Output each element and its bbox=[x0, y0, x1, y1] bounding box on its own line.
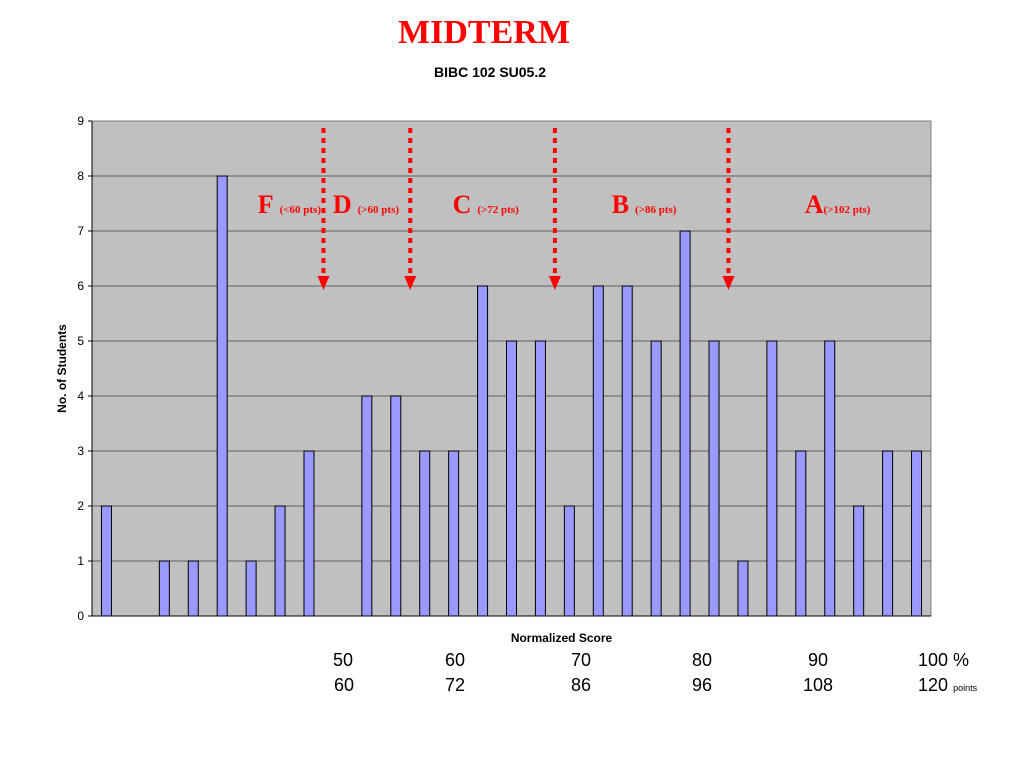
y-tick-label-8: 8 bbox=[77, 169, 84, 183]
percent-90: 90 bbox=[808, 650, 829, 670]
points-86: 86 bbox=[571, 675, 592, 695]
grade-letter-a: A bbox=[805, 190, 824, 219]
points-72: 72 bbox=[445, 675, 466, 695]
points-108: 108 bbox=[803, 675, 834, 695]
y-tick-label-6: 6 bbox=[77, 279, 84, 293]
bar-22 bbox=[708, 340, 720, 617]
cutoff-arrowhead-b bbox=[722, 276, 735, 290]
percent-50: 50 bbox=[333, 650, 354, 670]
grade-letter-c: C bbox=[453, 190, 472, 219]
bar-25 bbox=[795, 450, 807, 617]
grade-note-b: (>86 pts) bbox=[635, 204, 677, 216]
grade-note-a: (>102 pts) bbox=[824, 204, 871, 216]
points-120: 120 points bbox=[918, 675, 977, 696]
percent-70: 70 bbox=[571, 650, 592, 670]
points-60: 60 bbox=[334, 675, 355, 695]
bar-21 bbox=[679, 230, 691, 617]
y-tick-label-0: 0 bbox=[77, 609, 84, 623]
grade-label-c: C (>72 pts) bbox=[453, 190, 520, 219]
bar-29 bbox=[911, 450, 923, 617]
points-unit: points bbox=[953, 683, 978, 693]
bar-14 bbox=[477, 285, 489, 617]
grade-label-d: D (>60 pts) bbox=[333, 190, 400, 219]
grade-note-c: (>72 pts) bbox=[477, 204, 519, 216]
grade-note-f: (<60 pts) bbox=[280, 204, 322, 216]
points-96: 96 bbox=[692, 675, 713, 695]
percent-80: 80 bbox=[692, 650, 713, 670]
percent-100: 100 % bbox=[918, 650, 970, 670]
bar-16 bbox=[534, 340, 546, 617]
bar-3 bbox=[158, 560, 170, 617]
grade-letter-d: D bbox=[333, 190, 352, 219]
y-tick-label-5: 5 bbox=[77, 334, 84, 348]
grade-note-d: (>60 pts) bbox=[358, 204, 400, 216]
bar-17 bbox=[563, 505, 575, 617]
bar-1 bbox=[100, 505, 112, 617]
bar-27 bbox=[853, 505, 865, 617]
bar-24 bbox=[766, 340, 778, 617]
grade-label-b: B (>86 pts) bbox=[612, 190, 677, 219]
bar-4 bbox=[187, 560, 199, 617]
grade-label-f: F (<60 pts) bbox=[258, 190, 322, 219]
bar-28 bbox=[882, 450, 894, 617]
bar-13 bbox=[448, 450, 460, 617]
grade-letter-b: B bbox=[612, 190, 629, 219]
percent-60: 60 bbox=[445, 650, 466, 670]
bar-6 bbox=[245, 560, 257, 617]
chart-subtitle: BIBC 102 SU05.2 bbox=[433, 64, 547, 80]
y-tick-label-3: 3 bbox=[77, 444, 84, 458]
bar-11 bbox=[390, 395, 402, 617]
cutoff-arrowhead-c bbox=[548, 276, 561, 290]
y-tick-label-9: 9 bbox=[77, 114, 84, 128]
chart-title: MIDTERM bbox=[398, 14, 570, 51]
y-tick-label-1: 1 bbox=[77, 554, 84, 568]
cutoff-arrowhead-d bbox=[404, 276, 417, 290]
y-tick-label-7: 7 bbox=[77, 224, 84, 238]
bar-12 bbox=[419, 450, 431, 617]
bar-10 bbox=[361, 395, 373, 617]
points-120-value: 120 bbox=[918, 675, 949, 695]
bar-18 bbox=[592, 285, 604, 617]
cutoff-arrowhead-f bbox=[317, 276, 330, 290]
grade-letter-f: F bbox=[258, 190, 274, 219]
x-axis-label: Normalized Score bbox=[511, 631, 613, 645]
y-tick-label-2: 2 bbox=[77, 499, 84, 513]
y-axis-label: No. of Students bbox=[55, 324, 69, 413]
bar-19 bbox=[621, 285, 633, 617]
grade-label-a: A(>102 pts) bbox=[805, 190, 871, 219]
bar-26 bbox=[824, 340, 836, 617]
bar-5 bbox=[216, 175, 228, 617]
bar-15 bbox=[506, 340, 517, 617]
bar-8 bbox=[303, 450, 315, 617]
y-tick-label-4: 4 bbox=[77, 389, 84, 403]
bar-7 bbox=[274, 505, 286, 617]
bar-20 bbox=[650, 340, 662, 617]
bar-23 bbox=[737, 560, 749, 617]
